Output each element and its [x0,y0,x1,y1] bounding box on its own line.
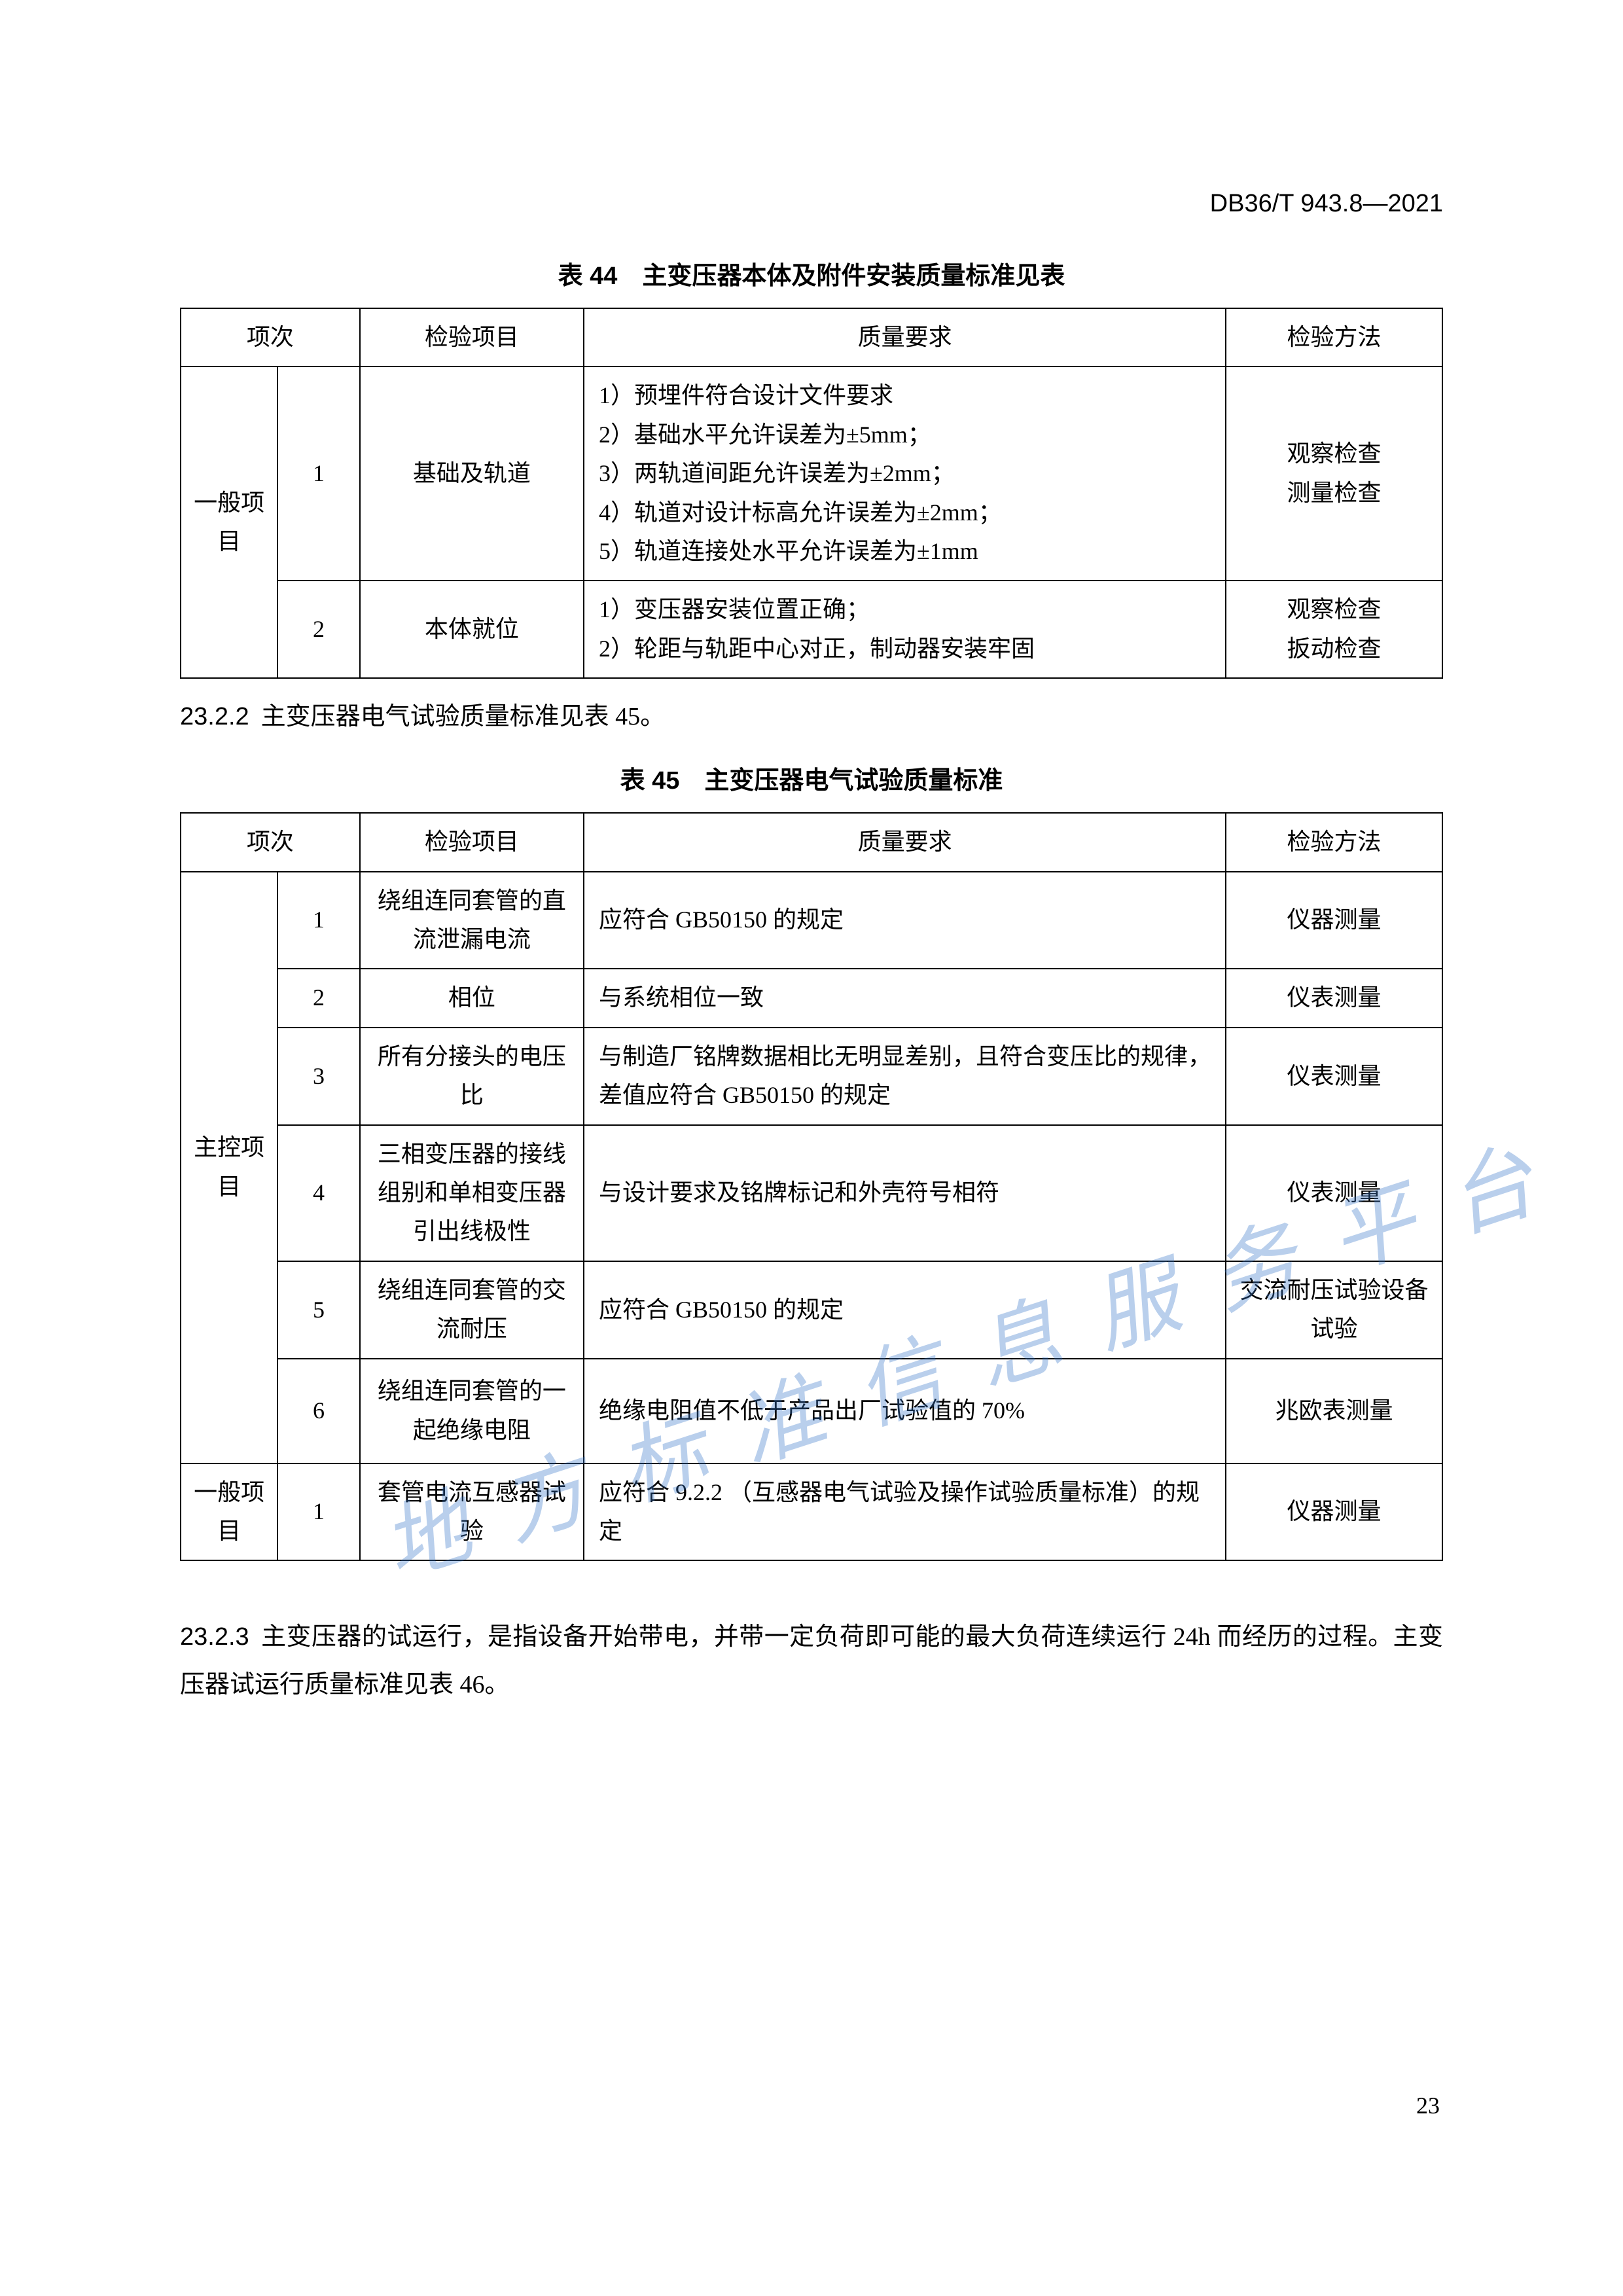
table44-row-2: 2 本体就位 1）变压器安装位置正确； 2）轮距与轨距中心对正，制动器安装牢固 … [181,581,1442,678]
para-23-2-2: 23.2.2 主变压器电气试验质量标准见表 45。 [180,693,1443,740]
t44-r1-req-5: 5）轨道连接处水平允许误差为±1mm [599,532,1215,571]
t45-r6-item: 绕组连同套管的一起绝缘电阻 [360,1359,584,1463]
t45-h-req: 质量要求 [584,813,1226,871]
t45-row-1: 主控项目 1 绕组连同套管的直流泄漏电流 应符合 GB50150 的规定 仪器测… [181,872,1442,969]
t45-g1-method: 仪器测量 [1226,1463,1442,1561]
table45-header-row: 项次 检验项目 质量要求 检验方法 [181,813,1442,871]
t44-r2-method: 观察检查 扳动检查 [1226,581,1442,678]
t45-row-5: 5 绕组连同套管的交流耐压 应符合 GB50150 的规定 交流耐压试验设备试验 [181,1261,1442,1359]
t45-r2-req: 与系统相位一致 [584,969,1226,1027]
t44-r2-m2: 扳动检查 [1237,630,1431,668]
t45-g1-item: 套管电流互感器试验 [360,1463,584,1561]
t44-r1-req-3: 3）两轨道间距允许误差为±2mm； [599,454,1215,493]
t45-row-g1: 一般项目 1 套管电流互感器试验 应符合 9.2.2 （互感器电气试验及操作试验… [181,1463,1442,1561]
t45-row-3: 3 所有分接头的电压比 与制造厂铭牌数据相比无明显差别，且符合变压比的规律，差值… [181,1028,1442,1125]
t45-r4-req: 与设计要求及铭牌标记和外壳符号相符 [584,1125,1226,1261]
para-23-2-3: 23.2.3主变压器的试运行，是指设备开始带电，并带一定负荷即可能的最大负荷连续… [180,1613,1443,1708]
t45-r5-item: 绕组连同套管的交流耐压 [360,1261,584,1359]
t45-r3-item: 所有分接头的电压比 [360,1028,584,1125]
page-number: 23 [1416,2092,1440,2119]
t44-r1-req: 1）预埋件符合设计文件要求 2）基础水平允许误差为±5mm； 3）两轨道间距允许… [584,367,1226,581]
t44-r1-req-4: 4）轨道对设计标高允许误差为±2mm； [599,493,1215,532]
clause-23-2-3-no: 23.2.3 [180,1623,249,1651]
table45: 项次 检验项目 质量要求 检验方法 主控项目 1 绕组连同套管的直流泄漏电流 应… [180,812,1443,1561]
t45-r6-req: 绝缘电阻值不低于产品出厂试验值的 70% [584,1359,1226,1463]
doc-code: DB36/T 943.8—2021 [1210,190,1443,218]
t44-r2-num: 2 [277,581,360,678]
t44-r1-item: 基础及轨道 [360,367,584,581]
table44: 项次 检验项目 质量要求 检验方法 一般项目 1 基础及轨道 1）预埋件符合设计… [180,308,1443,679]
t45-r3-num: 3 [277,1028,360,1125]
t44-h-req: 质量要求 [584,308,1226,367]
t45-cat-main: 主控项目 [181,872,277,1463]
t45-row-4: 4 三相变压器的接线组别和单相变压器引出线极性 与设计要求及铭牌标记和外壳符号相… [181,1125,1442,1261]
t45-r5-req: 应符合 GB50150 的规定 [584,1261,1226,1359]
t45-r6-num: 6 [277,1359,360,1463]
t44-r1-num: 1 [277,367,360,581]
t44-r1-method: 观察检查 测量检查 [1226,367,1442,581]
clause-23-2-2-no: 23.2.2 [180,703,249,730]
t45-r5-method: 交流耐压试验设备试验 [1226,1261,1442,1359]
t45-r1-method: 仪器测量 [1226,872,1442,969]
t44-h-xiangci: 项次 [181,308,360,367]
t45-r1-num: 1 [277,872,360,969]
t44-r2-req-2: 2）轮距与轨距中心对正，制动器安装牢固 [599,630,1215,668]
t45-r6-method: 兆欧表测量 [1226,1359,1442,1463]
t44-r2-m1: 观察检查 [1237,590,1431,629]
t45-h-xiangci: 项次 [181,813,360,871]
t44-cat: 一般项目 [181,367,277,678]
t45-row-2: 2 相位 与系统相位一致 仪表测量 [181,969,1442,1027]
t45-r2-num: 2 [277,969,360,1027]
t45-g1-num: 1 [277,1463,360,1561]
t44-r2-req: 1）变压器安装位置正确； 2）轮距与轨距中心对正，制动器安装牢固 [584,581,1226,678]
t45-r3-req: 与制造厂铭牌数据相比无明显差别，且符合变压比的规律，差值应符合 GB50150 … [584,1028,1226,1125]
table44-header-row: 项次 检验项目 质量要求 检验方法 [181,308,1442,367]
t45-r3-method: 仪表测量 [1226,1028,1442,1125]
t44-r1-req-1: 1）预埋件符合设计文件要求 [599,376,1215,415]
table44-title: 表 44 主变压器本体及附件安装质量标准见表 [180,255,1443,291]
t45-h-method: 检验方法 [1226,813,1442,871]
t45-r4-method: 仪表测量 [1226,1125,1442,1261]
t44-h-method: 检验方法 [1226,308,1442,367]
t45-r1-req: 应符合 GB50150 的规定 [584,872,1226,969]
t45-row-6: 6 绕组连同套管的一起绝缘电阻 绝缘电阻值不低于产品出厂试验值的 70% 兆欧表… [181,1359,1442,1463]
t44-h-item: 检验项目 [360,308,584,367]
t45-r5-num: 5 [277,1261,360,1359]
t45-r1-item: 绕组连同套管的直流泄漏电流 [360,872,584,969]
t44-r1-m1: 观察检查 [1237,435,1431,473]
t45-r2-method: 仪表测量 [1226,969,1442,1027]
t45-g1-req: 应符合 9.2.2 （互感器电气试验及操作试验质量标准）的规定 [584,1463,1226,1561]
t44-r1-m2: 测量检查 [1237,474,1431,512]
t44-r2-req-1: 1）变压器安装位置正确； [599,590,1215,629]
clause-23-2-2-text: 主变压器电气试验质量标准见表 45。 [261,703,666,730]
t45-r4-num: 4 [277,1125,360,1261]
table44-row-1: 一般项目 1 基础及轨道 1）预埋件符合设计文件要求 2）基础水平允许误差为±5… [181,367,1442,581]
t45-r2-item: 相位 [360,969,584,1027]
t45-cat-gen: 一般项目 [181,1463,277,1561]
t45-r4-item: 三相变压器的接线组别和单相变压器引出线极性 [360,1125,584,1261]
t44-r1-req-2: 2）基础水平允许误差为±5mm； [599,416,1215,454]
t45-h-item: 检验项目 [360,813,584,871]
clause-23-2-3-text: 主变压器的试运行，是指设备开始带电，并带一定负荷即可能的最大负荷连续运行 24h… [180,1623,1443,1698]
table45-title: 表 45 主变压器电气试验质量标准 [180,760,1443,796]
t44-r2-item: 本体就位 [360,581,584,678]
